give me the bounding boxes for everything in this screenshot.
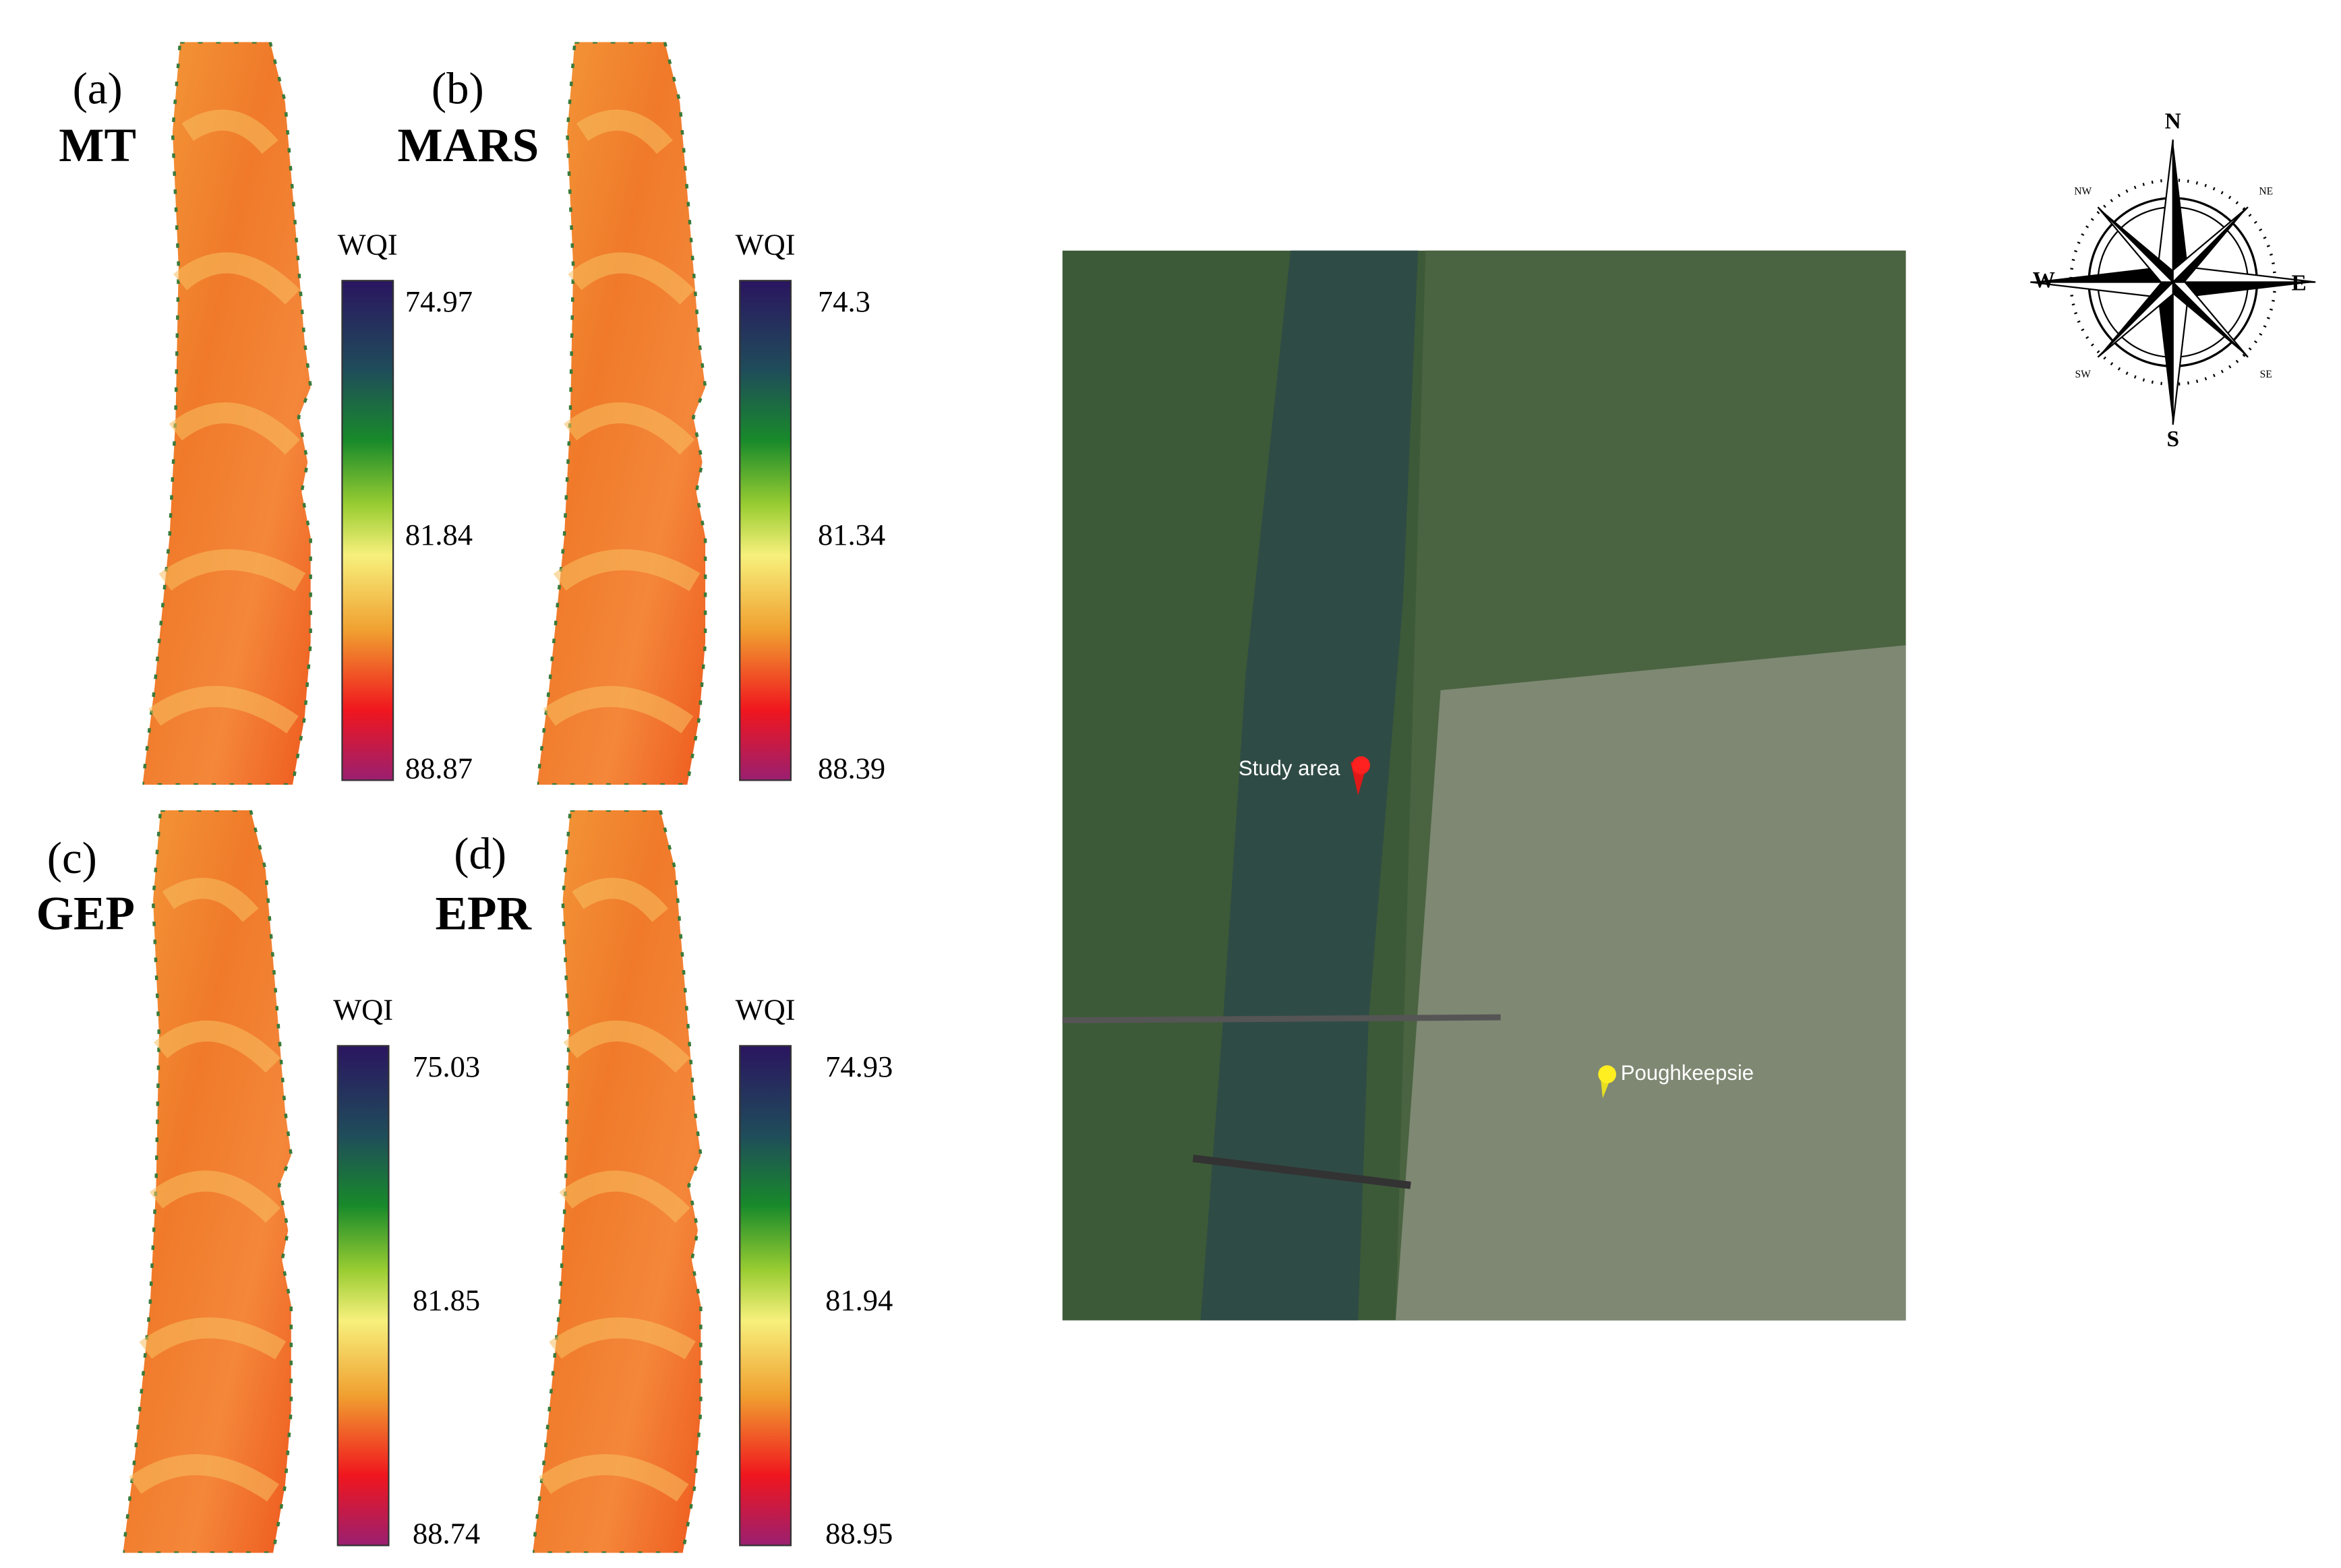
panel-letter: (a) <box>73 64 123 113</box>
model-name: GEP <box>36 888 135 940</box>
colorbar <box>336 1045 390 1546</box>
compass-label: NW <box>2074 186 2092 198</box>
legend-title: WQI <box>736 228 796 262</box>
model-name: EPR <box>435 888 532 940</box>
compass-label: E <box>2292 271 2307 296</box>
compass-label: SW <box>2075 369 2092 380</box>
compass-star <box>2097 206 2249 358</box>
colorbar <box>739 1045 792 1546</box>
bridge <box>1062 1014 1501 1023</box>
colorbar-tick-label: 81.85 <box>413 1283 480 1317</box>
compass-label: NE <box>2259 186 2273 198</box>
study-area-label: Study area <box>1239 756 1340 780</box>
colorbar-tick-label: 81.94 <box>825 1283 893 1317</box>
colorbar <box>739 280 792 781</box>
wqi-map <box>123 810 291 1553</box>
city-pin-head <box>1598 1065 1617 1084</box>
colorbar-tick-label: 81.84 <box>405 518 473 551</box>
satellite-map: Study area Poughkeepsie <box>1062 250 1906 1321</box>
colorbar-tick-label: 88.95 <box>825 1516 893 1550</box>
colorbar-tick-label: 74.3 <box>818 284 870 318</box>
panels: (a)MTWQI74.9781.8488.87(b)MARSWQI74.381.… <box>36 42 893 1552</box>
colorbar-tick-label: 74.93 <box>825 1050 893 1083</box>
compass-label: SE <box>2260 369 2272 380</box>
colorbar-tick-label: 88.74 <box>413 1516 480 1550</box>
wqi-map <box>533 810 701 1553</box>
model-name: MT <box>59 119 136 172</box>
colorbar-tick-label: 81.34 <box>818 518 885 551</box>
colorbar-tick-label: 75.03 <box>413 1050 480 1083</box>
bridge <box>1192 1154 1411 1189</box>
colorbar <box>341 280 394 781</box>
study-pin-head <box>1352 756 1371 775</box>
legend-title: WQI <box>338 228 398 262</box>
compass: N S E W NE NW SE SW <box>2030 109 2316 452</box>
compass-label: W <box>2033 268 2055 293</box>
compass-label: S <box>2166 427 2179 452</box>
colorbar-tick-label: 88.87 <box>405 751 473 785</box>
colorbar-tick-label: 88.39 <box>818 751 885 785</box>
legend-title: WQI <box>333 993 393 1027</box>
model-name: MARS <box>398 119 539 172</box>
urban-area <box>1395 645 1906 1321</box>
compass-label: N <box>2165 109 2181 133</box>
panel-letter: (d) <box>454 829 506 878</box>
panel-letter: (c) <box>47 834 97 883</box>
wqi-map <box>142 42 310 785</box>
legend-title: WQI <box>736 993 796 1027</box>
panel-letter: (b) <box>432 64 484 113</box>
city-label: Poughkeepsie <box>1621 1061 1754 1085</box>
colorbar-tick-label: 74.97 <box>405 284 473 318</box>
river <box>1200 250 1419 1321</box>
wqi-map <box>537 42 705 785</box>
